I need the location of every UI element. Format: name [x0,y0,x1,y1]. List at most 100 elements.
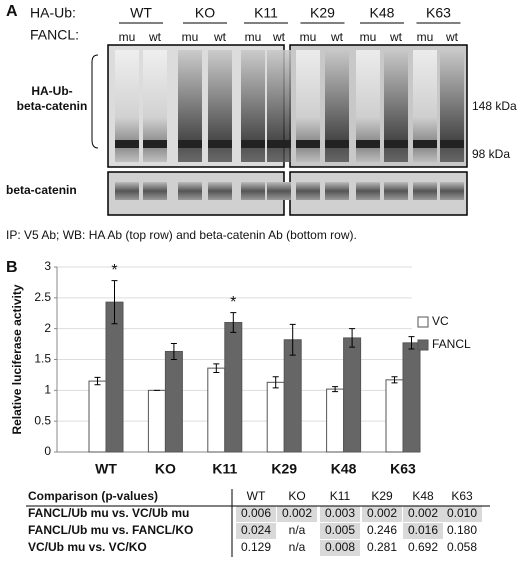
x-tick-label: WT [95,461,117,477]
error-bar [408,336,415,350]
bar [385,379,404,453]
lane-bottom-band [356,182,380,200]
table-cell-highlight [362,506,402,522]
lane-bottom-band [143,182,167,200]
group-label: WT [130,5,152,21]
table-cell: 0.692 [408,540,438,554]
fancl-label: FANCL: [30,27,79,43]
x-tick-label: K48 [331,461,357,477]
lane-label: wt [148,30,162,44]
legend-swatch [417,339,429,351]
error-bar [94,376,101,386]
top-blot-label: HA-Ub- [31,84,72,98]
lane-band [413,140,437,148]
table-cell-highlight [236,506,276,522]
lane-label: mu [182,30,199,44]
lane-band [267,140,291,148]
lane-bottom-band [178,182,202,200]
panel-label: A [6,3,18,20]
group-label: K48 [370,5,395,21]
table-header-label: Comparison (p-values) [28,489,158,503]
lane-label: wt [272,30,286,44]
bar [326,388,345,453]
table-cell-highlight [277,506,317,522]
y-tick-label: 1 [44,383,51,397]
lane-band [241,140,265,148]
table-cell-highlight [320,523,360,539]
error-bar [289,323,296,356]
table-row-label: VC/Ub mu vs. VC/KO [28,540,147,554]
bar [402,342,421,453]
table-column-header: K11 [330,489,351,503]
lane-band [143,140,167,148]
bar [343,337,362,453]
table-cell: 0.058 [447,540,477,554]
lane-label: mu [119,30,136,44]
lane-bottom-band [115,182,139,200]
marker-label: 148 kDa [472,99,517,113]
legend-label: FANCL [432,337,471,351]
lane-label: wt [213,30,227,44]
error-bar [332,386,339,393]
x-tick-label: K11 [212,461,237,477]
error-bar [272,376,279,389]
x-tick-label: K63 [390,461,416,477]
table-cell: n/a [289,523,306,537]
lane-band [208,140,232,148]
table-cell-highlight [320,540,360,556]
error-bar [349,328,356,348]
table-cell: 0.002 [367,506,397,520]
group-label: K11 [254,5,278,21]
bar [88,380,107,453]
lane-band [356,140,380,148]
y-tick-label: 1.5 [34,352,51,366]
top-blot-label: beta-catenin [17,99,88,113]
lane-label: mu [417,30,434,44]
lane-bottom-band [384,182,408,200]
caption: IP: V5 Ab; WB: HA Ab (top row) and beta-… [6,228,357,242]
table-column-header: K29 [371,489,393,503]
table-row-label: FANCL/Ub mu vs. VC/Ub mu [28,506,189,520]
lane-band [440,140,464,148]
bar [207,367,226,453]
bar [224,322,243,453]
lane-band [115,140,139,148]
table-cell: 0.281 [367,540,397,554]
table-cell-highlight [236,523,276,539]
table-cell: 0.024 [241,523,271,537]
table-column-header: K48 [412,489,434,503]
table-cell-highlight [403,506,443,522]
table-cell: 0.010 [447,506,477,520]
lane-bottom-band [325,182,349,200]
table-cell-highlight [442,506,482,522]
table-cell: n/a [289,540,306,554]
y-tick-label: 3 [44,259,51,273]
lane-bottom-band [296,182,320,200]
table-cell: 0.006 [241,506,271,520]
table-column-header: KO [288,489,305,503]
error-bar [170,342,177,360]
lane-label: mu [245,30,262,44]
table-cell: 0.008 [325,540,355,554]
error-bar [213,363,220,373]
y-tick-label: 2 [44,321,51,335]
error-bar [111,280,118,325]
ha-ub-label: HA-Ub: [30,5,76,21]
x-tick-label: KO [155,461,176,477]
y-tick-label: 0 [44,444,51,458]
bar [266,381,285,453]
lane-label: mu [360,30,377,44]
lane-label: wt [445,30,459,44]
table-cell: 0.002 [408,506,438,520]
group-label: K29 [310,5,335,21]
error-bar [391,376,398,384]
lane-bottom-band [208,182,232,200]
blot-images [107,44,468,216]
significance-marker: * [111,262,117,279]
lane-label: mu [300,30,317,44]
marker-label: 98 kDa [472,147,510,161]
lane-bottom-band [440,182,464,200]
error-bar [230,312,237,333]
